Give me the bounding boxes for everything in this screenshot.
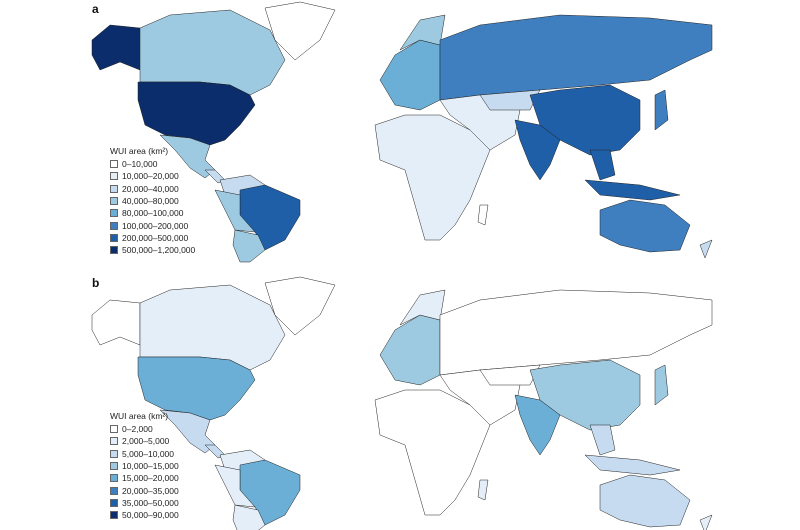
- region-indonesia: [584, 179, 681, 201]
- legend-swatch: [110, 449, 118, 458]
- region-russia: [439, 14, 713, 101]
- legend-label: 2,000–5,000: [122, 436, 170, 447]
- legend-title: WUI area (km²): [110, 411, 169, 421]
- legend-label: 50,000–90,000: [122, 510, 179, 521]
- legend-swatch: [110, 498, 118, 507]
- legend-swatch: [110, 425, 118, 434]
- legend-title: WUI area (km²): [110, 146, 169, 156]
- region-central-asia: [479, 89, 541, 111]
- region-new-zealand: [699, 514, 713, 530]
- region-madagascar: [477, 479, 489, 501]
- region-scandinavia: [399, 14, 446, 51]
- region-europe: [379, 39, 441, 111]
- panel-b-label: b: [92, 276, 100, 290]
- region-alaska: [91, 299, 141, 346]
- legend-swatch: [110, 486, 118, 495]
- legend-item: 80,000–100,000: [110, 207, 195, 219]
- legend-swatch: [110, 221, 118, 230]
- legend-item: 2,000–5,000: [110, 435, 179, 447]
- legend-item: 100,000–200,000: [110, 219, 195, 231]
- legend-label: 100,000–200,000: [122, 220, 189, 231]
- region-new-zealand: [699, 239, 713, 259]
- region-greenland: [264, 1, 336, 61]
- legend-swatch: [110, 437, 118, 446]
- region-europe: [379, 314, 441, 386]
- panel-a-map: [91, 1, 713, 263]
- legend-swatch: [110, 462, 118, 471]
- legend-label: 20,000–40,000: [122, 183, 179, 194]
- legend-swatch: [110, 246, 118, 255]
- region-andes: [214, 189, 256, 233]
- legend-item: 5,000–10,000: [110, 448, 179, 460]
- legend-label: 35,000–50,000: [122, 497, 179, 508]
- panel-b-map: [91, 276, 713, 530]
- legend-item: 500,000–1,200,000: [110, 244, 195, 256]
- legend-item: 15,000–20,000: [110, 472, 179, 484]
- legend-item: 35,000–50,000: [110, 497, 179, 509]
- legend-swatch: [110, 511, 118, 520]
- region-usa: [137, 81, 256, 146]
- legend-label: 20,000–35,000: [122, 485, 179, 496]
- region-australia: [599, 474, 691, 528]
- legend-swatch: [110, 209, 118, 218]
- legend-swatch: [110, 172, 118, 181]
- region-madagascar: [477, 204, 489, 226]
- region-southern-cone: [232, 504, 266, 530]
- legend-item: 200,000–500,000: [110, 232, 195, 244]
- legend-label: 200,000–500,000: [122, 232, 189, 243]
- region-china: [529, 359, 641, 431]
- legend-item: 10,000–15,000: [110, 460, 179, 472]
- legend-swatch: [110, 233, 118, 242]
- region-indonesia: [584, 454, 681, 476]
- legend-label: 10,000–20,000: [122, 171, 179, 182]
- region-greenland: [264, 276, 336, 336]
- region-andes: [214, 464, 256, 508]
- legend-swatch: [110, 474, 118, 483]
- legend-item: 20,000–40,000: [110, 183, 195, 195]
- legend-swatch: [110, 184, 118, 193]
- region-southeast-asia: [589, 149, 616, 181]
- legend-label: 0–10,000: [122, 159, 158, 170]
- legend-swatch: [110, 160, 118, 169]
- region-china: [529, 84, 641, 156]
- panel-b-legend: WUI area (km²) 0–2,000 2,000–5,000 5,000–1…: [110, 411, 179, 521]
- panel-a-legend: WUI area (km²) 0–10,000 10,000–20,000 20,0…: [110, 146, 195, 256]
- legend-label: 80,000–100,000: [122, 208, 184, 219]
- region-alaska: [91, 24, 141, 71]
- region-southeast-asia: [589, 424, 616, 456]
- legend-label: 5,000–10,000: [122, 448, 174, 459]
- legend-item: 50,000–90,000: [110, 509, 179, 521]
- region-usa: [137, 356, 256, 421]
- legend-label: 0–2,000: [122, 424, 153, 435]
- panel-a-label: a: [92, 2, 99, 16]
- legend-item: 0–10,000: [110, 158, 195, 170]
- region-japan: [654, 89, 669, 131]
- legend-item: 0–2,000: [110, 423, 179, 435]
- region-africa: [374, 114, 491, 241]
- region-southern-cone: [232, 229, 266, 263]
- legend-item: 10,000–20,000: [110, 170, 195, 182]
- region-africa: [374, 389, 491, 516]
- legend-label: 15,000–20,000: [122, 473, 179, 484]
- region-japan: [654, 364, 669, 406]
- legend-label: 10,000–15,000: [122, 461, 179, 472]
- region-australia: [599, 199, 691, 253]
- legend-item: 40,000–80,000: [110, 195, 195, 207]
- legend-label: 40,000–80,000: [122, 196, 179, 207]
- legend-swatch: [110, 197, 118, 206]
- region-central-asia: [479, 364, 541, 386]
- region-russia: [439, 289, 713, 376]
- legend-label: 500,000–1,200,000: [122, 245, 196, 256]
- region-scandinavia: [399, 289, 446, 326]
- legend-item: 20,000–35,000: [110, 484, 179, 496]
